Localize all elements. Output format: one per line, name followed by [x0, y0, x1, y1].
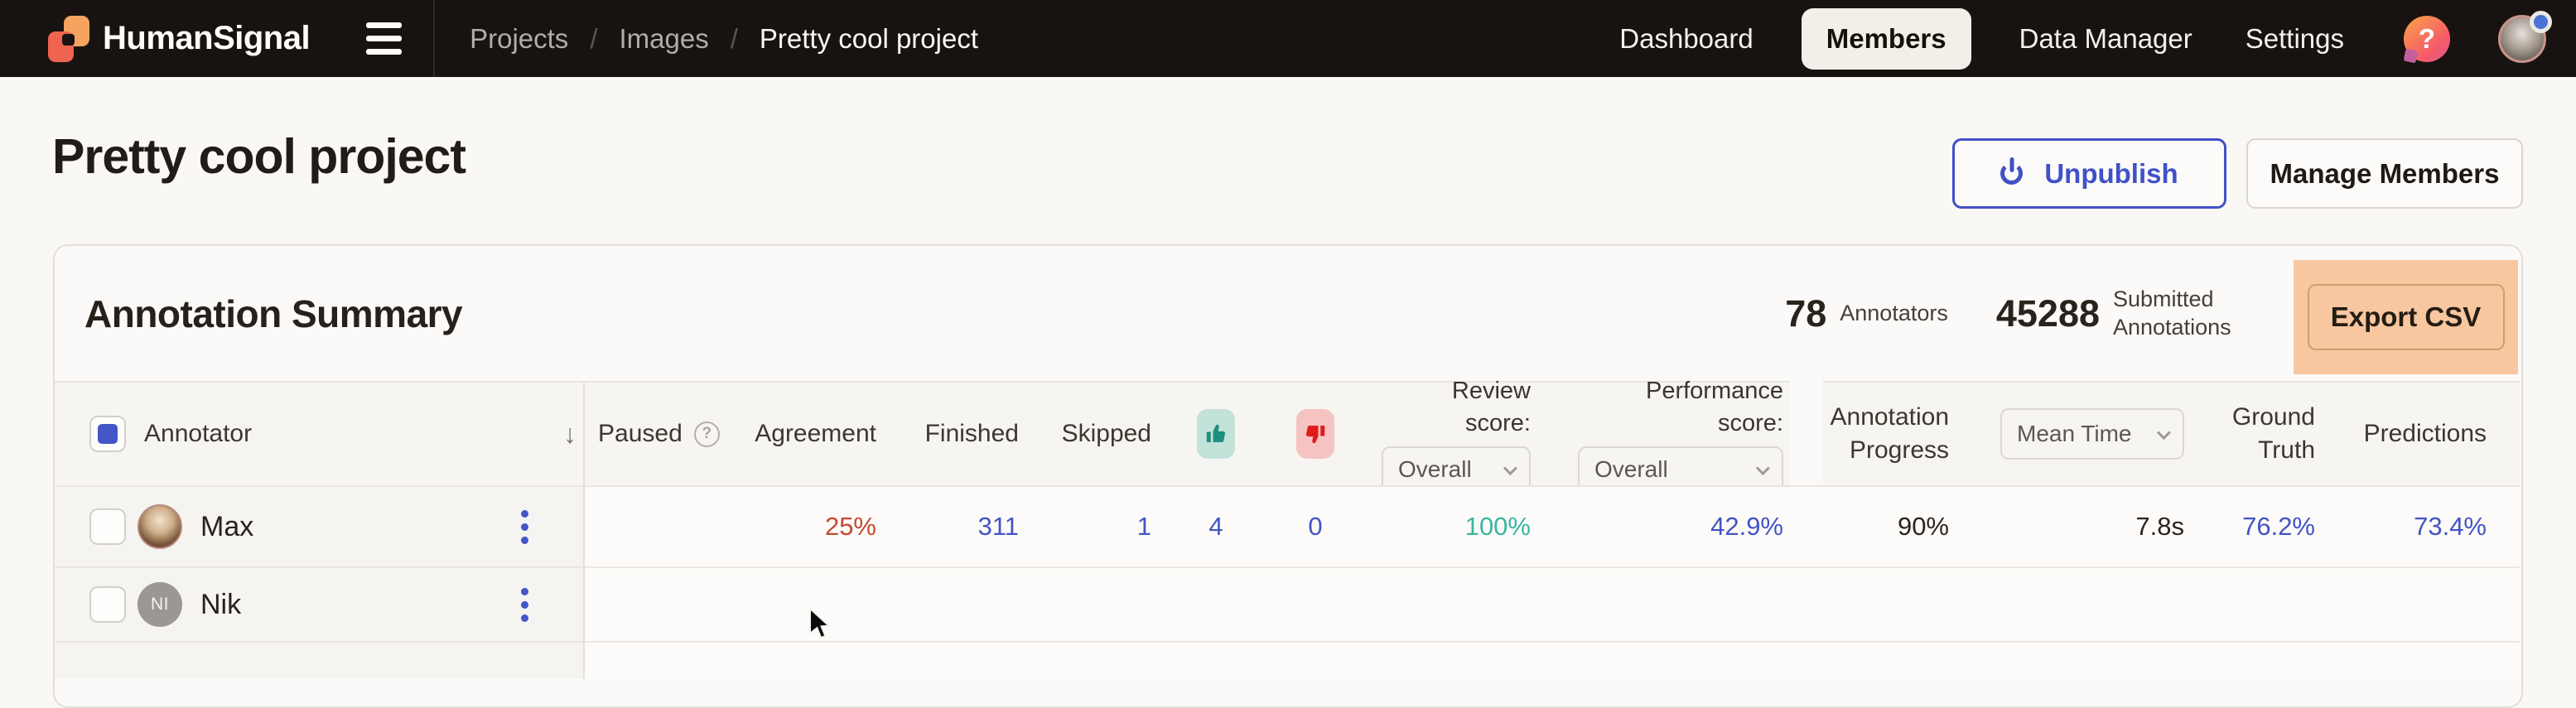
header-agreement[interactable]: Agreement	[726, 381, 883, 485]
annotators-count: 78	[1785, 291, 1827, 335]
thumbs-down-cell	[1274, 566, 1357, 641]
paused-cell	[585, 566, 726, 641]
select-all-checkbox[interactable]	[89, 416, 126, 452]
agreement-cell[interactable]: 25%	[726, 485, 883, 566]
user-avatar[interactable]	[2498, 10, 2552, 63]
thumbs-down-cell[interactable]: 0	[1274, 485, 1357, 566]
help-icon[interactable]: ?	[2404, 15, 2450, 62]
header-thumbs-up[interactable]	[1158, 381, 1274, 485]
row-menu-icon[interactable]	[521, 509, 528, 544]
page-title: Pretty cool project	[52, 129, 466, 184]
export-csv-highlight: Export CSV	[2294, 259, 2518, 374]
nav-divider	[433, 0, 436, 77]
summary-stats: 78 Annotators 45288 Submitted Annotation…	[1785, 246, 2518, 381]
submitted-annotations-stat: 45288 Submitted Annotations	[1996, 286, 2246, 342]
thumbs-up-icon	[1197, 409, 1235, 459]
breadcrumb-current-project: Pretty cool project	[759, 22, 978, 54]
progress-cell: 90%	[1790, 485, 1956, 566]
ground-truth-cell	[2188, 566, 2320, 641]
submitted-label: Submitted Annotations	[2113, 286, 2231, 340]
ground-truth-cell[interactable]: 76.2%	[2188, 485, 2320, 566]
humansignal-logo-icon	[48, 15, 89, 62]
breadcrumb-images[interactable]: Images	[619, 22, 709, 54]
breadcrumb-projects[interactable]: Projects	[470, 22, 569, 54]
header-finished[interactable]: Finished	[883, 381, 1025, 485]
chevron-down-icon	[1755, 461, 1770, 476]
annotation-summary-card: Annotation Summary 78 Annotators 45288 S…	[53, 244, 2523, 708]
annotator-name[interactable]: Max	[200, 510, 254, 542]
performance-score-cell	[1537, 566, 1790, 641]
annotators-stat: 78 Annotators	[1785, 292, 1948, 335]
header-thumbs-down[interactable]	[1274, 381, 1357, 485]
export-csv-button[interactable]: Export CSV	[2307, 283, 2505, 350]
header-skipped[interactable]: Skipped	[1025, 381, 1158, 485]
hamburger-menu-icon[interactable]	[366, 22, 403, 55]
presence-badge	[2530, 10, 2552, 33]
annotators-label: Annotators	[1840, 300, 1948, 325]
header-performance-score: Performance score: Overall	[1537, 378, 1790, 494]
annotator-cell: NI Nik	[55, 566, 585, 641]
paused-help-icon[interactable]: ?	[693, 421, 720, 447]
avatar: NI	[137, 582, 182, 627]
mean-time-cell: 7.8s	[1956, 485, 2188, 566]
power-icon	[2000, 162, 2024, 185]
skipped-cell	[1025, 566, 1158, 641]
chevron-down-icon	[2156, 426, 2171, 441]
skipped-cell[interactable]: 1	[1025, 485, 1158, 566]
mean-time-filter-dropdown[interactable]: Mean Time	[2000, 408, 2184, 460]
finished-cell	[883, 566, 1025, 641]
thumbs-up-cell[interactable]: 4	[1158, 485, 1274, 566]
unpublish-button[interactable]: Unpublish	[1952, 138, 2226, 209]
top-nav: HumanSignal Projects / Images / Pretty c…	[0, 0, 2576, 77]
progress-cell	[1790, 566, 1956, 641]
performance-score-cell[interactable]: 42.9%	[1537, 485, 1790, 566]
agreement-cell	[726, 566, 883, 641]
mouse-cursor	[808, 606, 835, 648]
header-predictions[interactable]: Predictions	[2320, 381, 2520, 485]
predictions-cell[interactable]: 73.4%	[2320, 485, 2520, 566]
annotation-summary-table: Annotator ↓ Paused ? Agreement Finished …	[55, 378, 2521, 679]
header-mean-time: Mean Time	[1956, 381, 2188, 485]
review-score-cell[interactable]: 100%	[1357, 485, 1537, 566]
row-menu-icon[interactable]	[521, 587, 528, 622]
annotator-name[interactable]: Nik	[200, 588, 242, 620]
review-score-cell	[1357, 566, 1537, 641]
chevron-down-icon	[1503, 461, 1517, 476]
breadcrumb: Projects / Images / Pretty cool project	[470, 22, 978, 54]
predictions-cell	[2320, 566, 2520, 641]
sort-descending-icon[interactable]: ↓	[563, 418, 576, 449]
manage-members-button[interactable]: Manage Members	[2246, 138, 2523, 209]
summary-title: Annotation Summary	[84, 291, 463, 335]
header-annotator: Annotator ↓	[55, 381, 585, 485]
submitted-count: 45288	[1995, 291, 2100, 335]
finished-cell[interactable]: 311	[883, 485, 1025, 566]
row-checkbox[interactable]	[89, 508, 126, 545]
avatar	[137, 504, 182, 549]
nav-tab-members[interactable]: Members	[1801, 7, 1971, 70]
mean-time-cell	[1956, 566, 2188, 641]
thumbs-down-icon	[1296, 409, 1334, 459]
annotator-cell: Max	[55, 485, 585, 566]
thumbs-up-cell	[1158, 566, 1274, 641]
humansignal-logo[interactable]: HumanSignal	[48, 15, 311, 62]
paused-cell	[585, 485, 726, 566]
nav-tab-settings[interactable]: Settings	[2245, 22, 2344, 54]
header-annotation-progress[interactable]: Annotation Progress	[1823, 381, 1956, 485]
row-checkbox[interactable]	[89, 586, 126, 623]
header-review-score: Review score: Overall	[1357, 378, 1537, 494]
brand-name: HumanSignal	[103, 20, 311, 56]
header-ground-truth[interactable]: Ground Truth	[2188, 381, 2320, 485]
nav-tab-data-manager[interactable]: Data Manager	[2019, 22, 2192, 54]
nav-tab-dashboard[interactable]: Dashboard	[1619, 22, 1754, 54]
header-paused: Paused ?	[585, 381, 726, 485]
